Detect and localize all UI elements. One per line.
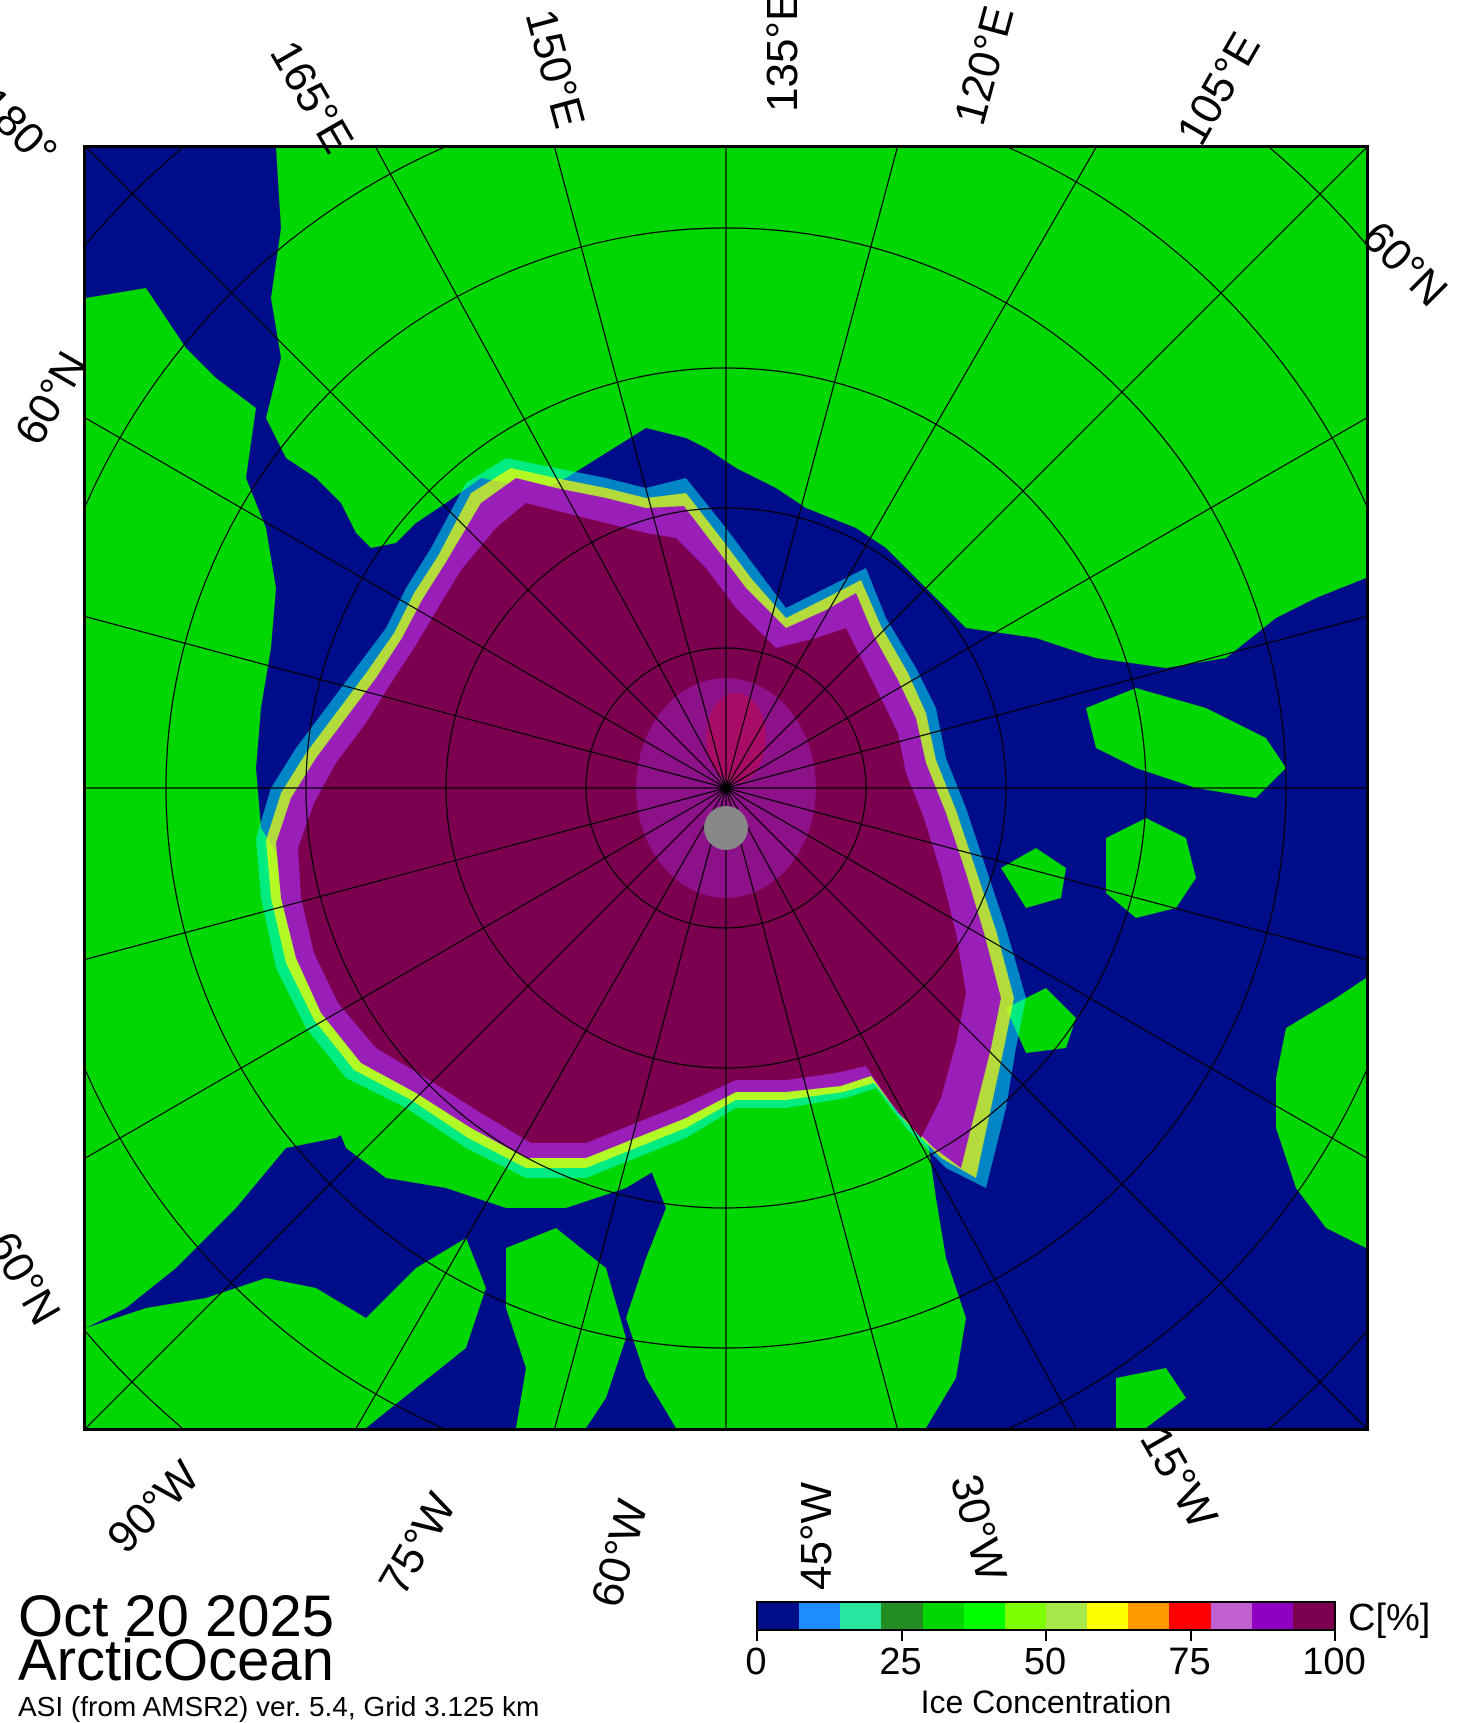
graticule <box>86 148 1366 1428</box>
colorbar-tick-label: 75 <box>1168 1641 1211 1683</box>
colorbar-segment <box>840 1603 882 1629</box>
colorbar-segment <box>1128 1603 1170 1629</box>
colorbar-tick-label: 0 <box>745 1641 767 1683</box>
lon-label-45w: 45°W <box>792 1481 841 1590</box>
colorbar-segment <box>1251 1603 1293 1629</box>
lon-label-135e: 135°E <box>758 0 807 112</box>
lon-label-75w: 75°W <box>369 1484 466 1603</box>
colorbar-segment <box>963 1603 1005 1629</box>
colorbar-segment <box>758 1603 800 1629</box>
map-source: ASI (from AMSR2) ver. 5.4, Grid 3.125 km <box>18 1691 540 1722</box>
lon-label-150e: 150°E <box>515 4 595 134</box>
colorbar-segment <box>1169 1603 1211 1629</box>
colorbar-tick-label: 100 <box>1302 1641 1366 1683</box>
colorbar-tick <box>1189 1631 1192 1641</box>
colorbar-tick <box>1045 1631 1047 1641</box>
colorbar-unit: C[%] <box>1348 1597 1431 1639</box>
colorbar <box>756 1601 1336 1631</box>
map-date: Oct 20 2025 <box>18 1584 334 1649</box>
colorbar-segment <box>1087 1603 1129 1629</box>
colorbar-tick <box>756 1631 758 1641</box>
map-canvas <box>86 148 1366 1428</box>
pole-hole <box>704 806 748 850</box>
colorbar-segment <box>881 1603 923 1629</box>
lon-label-180: 180° <box>0 77 67 177</box>
lon-label-105e: 105°E <box>1167 24 1271 154</box>
colorbar-segment <box>799 1603 841 1629</box>
colorbar-segment <box>1004 1603 1046 1629</box>
lon-label-120e: 120°E <box>945 0 1024 130</box>
colorbar-tick-label: 25 <box>879 1641 922 1683</box>
sea-ice-map <box>83 145 1369 1431</box>
colorbar-tick <box>1334 1631 1336 1641</box>
lon-label-15w: 15°W <box>1130 1418 1227 1537</box>
colorbar-segment <box>1045 1603 1088 1629</box>
lon-label-60w: 60°W <box>582 1494 658 1612</box>
lat-label-left-lower: 60°N <box>0 1223 70 1334</box>
lon-label-30w: 30°W <box>940 1469 1016 1587</box>
colorbar-title: Ice Concentration <box>920 1684 1172 1720</box>
map-region: ArcticOcean <box>18 1628 334 1693</box>
land <box>86 148 1366 1428</box>
lon-label-90w: 90°W <box>97 1451 209 1563</box>
colorbar-tick-label: 50 <box>1023 1641 1067 1683</box>
lon-label-165e: 165°E <box>260 32 363 162</box>
colorbar-tick <box>900 1631 903 1641</box>
colorbar-segment <box>922 1603 964 1629</box>
sea-ice <box>256 458 1026 1188</box>
colorbar-segment <box>1210 1603 1252 1629</box>
colorbar-segment <box>1292 1603 1334 1629</box>
